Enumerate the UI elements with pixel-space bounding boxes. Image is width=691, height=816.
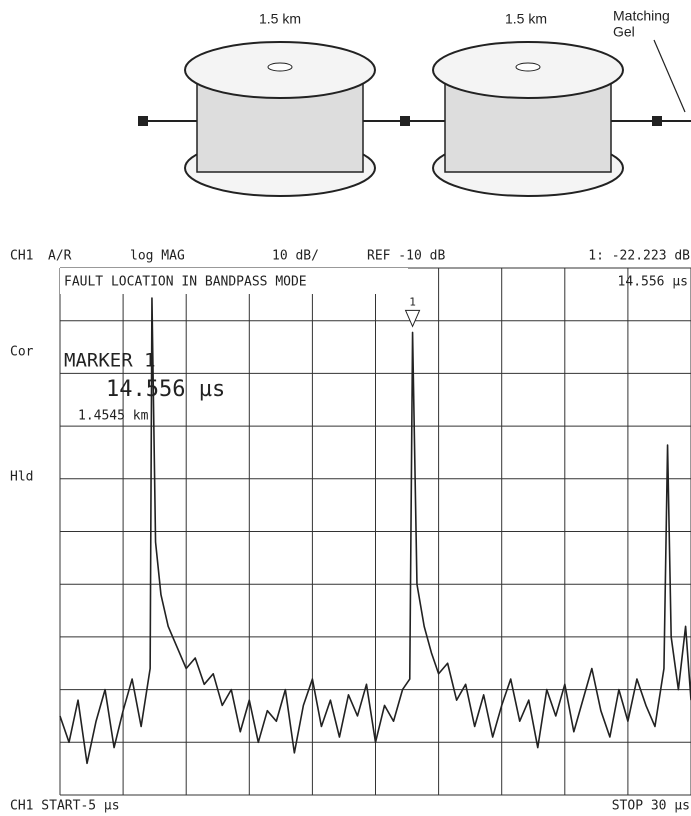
- trace: [59, 297, 691, 765]
- title-box: [60, 268, 408, 294]
- footer-stop: STOP 30 µs: [612, 799, 690, 814]
- marker-x: 14.556 µs: [106, 377, 225, 402]
- marker-name: MARKER 1: [64, 350, 156, 372]
- side-label: Hld: [10, 470, 33, 485]
- end-label: Gel: [613, 24, 635, 40]
- end-label: Matching: [613, 8, 670, 24]
- spool: [184, 41, 376, 197]
- arrow: [653, 39, 686, 113]
- connector: [652, 116, 662, 126]
- fiber-diagram: 1.5 km 1.5 km Matching Gel: [138, 8, 691, 197]
- spool-label: 1.5 km: [505, 11, 547, 27]
- reference: REF -10 dB: [367, 249, 445, 264]
- marker-top-readout: 14.556 µs: [618, 275, 688, 290]
- spool-label: 1.5 km: [259, 11, 301, 27]
- spool: [432, 41, 624, 197]
- scale: 10 dB/: [272, 249, 319, 264]
- marker-distance: 1.4545 km: [78, 409, 149, 424]
- marker-triangle: [404, 309, 421, 328]
- footer-start: CH1 START-5 µs: [10, 799, 120, 814]
- connector: [138, 116, 148, 126]
- measurement: A/R: [48, 249, 72, 264]
- format: log MAG: [130, 249, 185, 264]
- marker-index: 1: [409, 295, 416, 308]
- marker-readout: 1: -22.223 dB: [588, 249, 690, 264]
- chart-title: FAULT LOCATION IN BANDPASS MODE: [64, 275, 307, 290]
- side-label: Cor: [10, 345, 34, 360]
- connector: [400, 116, 410, 126]
- channel: CH1: [10, 249, 33, 264]
